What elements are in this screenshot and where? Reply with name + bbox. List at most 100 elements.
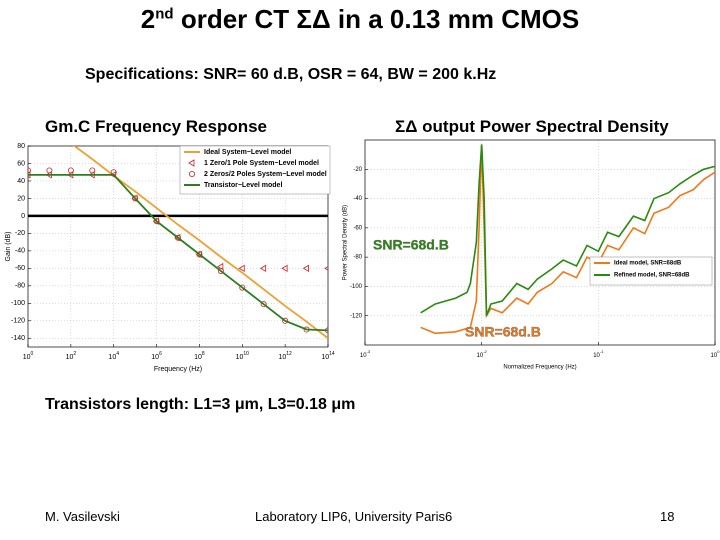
tick-exponent: 8 — [202, 351, 205, 357]
tick-exponent: -2 — [483, 349, 487, 354]
legend-label: Refined model, SNR=68dB — [614, 273, 690, 279]
circle-marker — [282, 317, 289, 324]
y-tick-label: 0 — [21, 213, 25, 220]
tick-exponent: 4 — [116, 351, 119, 357]
legend-box — [589, 256, 713, 286]
tick-exponent: 2 — [73, 351, 76, 357]
tick-base: 10 — [108, 354, 116, 361]
y-tick-label: -60 — [15, 265, 25, 272]
x-tick-label: 10-1 — [593, 349, 604, 359]
series-line — [28, 173, 328, 332]
circle-marker — [132, 195, 139, 202]
tick-base: 10 — [278, 354, 286, 361]
legend-label: Transistor−Level model — [204, 182, 282, 189]
y-tick-label: 20 — [17, 195, 25, 202]
chart: -20-40-60-80-100-12010-310-210-1100Norma… — [343, 139, 720, 371]
triangle-marker — [109, 171, 117, 179]
triangle-marker — [259, 264, 267, 273]
circle-marker — [174, 234, 181, 241]
legend-label: Ideal System−Level model — [204, 149, 291, 156]
x-tick-label: 1010 — [236, 351, 250, 361]
series-line — [420, 144, 715, 335]
tick-base: 10 — [321, 354, 329, 361]
x-axis-label: Normalized Frequency (Hz) — [503, 365, 576, 371]
y-tick-label: -60 — [353, 225, 362, 231]
x-tick-label: 102 — [66, 351, 77, 361]
circle-marker — [196, 251, 203, 258]
tick-base: 10 — [360, 353, 367, 359]
page-number: 18 — [660, 509, 675, 524]
tick-base: 10 — [477, 353, 484, 359]
tick-base: 10 — [236, 354, 244, 361]
legend-label: 2 Zeros/2 Poles System−Level model — [204, 171, 327, 178]
legend-label: Ideal model, SNR=68dB — [614, 261, 682, 267]
chart-title: ΣΔ output Power Spectral Density — [395, 117, 669, 136]
footer-affiliation: Laboratory LIP6, University Paris6 — [255, 509, 453, 524]
x-tick-label: 100 — [711, 349, 720, 359]
plot-frame — [364, 139, 716, 346]
y-tick-label: -40 — [353, 196, 362, 202]
tick-base: 10 — [593, 353, 600, 359]
title-suffix: nd — [155, 5, 174, 23]
note: Transistors length: L1=3 μm, L3=0.18 μm — [45, 396, 356, 413]
x-tick-label: 1014 — [321, 351, 335, 361]
y-tick-label: -140 — [11, 335, 25, 342]
legend-swatch — [188, 170, 195, 177]
chart-title: Gm.C Frequency Response — [45, 117, 268, 136]
circle-marker — [46, 167, 53, 174]
circle-marker — [89, 167, 96, 174]
legend-label: 1 Zero/1 Pole System−Level model — [204, 160, 319, 167]
specifications: Specifications: SNR= 60 d.B, OSR = 64, B… — [85, 66, 497, 83]
circle-marker — [67, 167, 74, 174]
tick-exponent: 12 — [286, 351, 292, 357]
plot-frame — [27, 145, 329, 348]
y-tick-label: -100 — [11, 300, 25, 307]
circle-marker — [217, 267, 224, 274]
plot-layer — [420, 144, 715, 335]
y-tick-label: 40 — [17, 178, 25, 185]
tick-exponent: 14 — [329, 351, 335, 357]
triangle-marker — [281, 264, 288, 273]
tick-base: 10 — [711, 353, 718, 359]
x-tick-label: 104 — [108, 351, 119, 361]
tick-exponent: -1 — [600, 349, 604, 354]
title-text: order CT ΣΔ in a 0.13 mm CMOS — [180, 4, 580, 34]
tick-base: 10 — [23, 354, 31, 361]
triangle-marker — [324, 266, 328, 271]
x-tick-label: 10-2 — [477, 349, 488, 359]
y-tick-label: -20 — [15, 230, 25, 237]
legend-box — [179, 145, 331, 195]
tick-base: 10 — [194, 354, 202, 361]
triangle-marker — [302, 264, 309, 273]
plot-layer — [28, 146, 328, 339]
annotation: SNR=68d.B — [465, 324, 541, 340]
y-tick-label: -120 — [11, 318, 25, 325]
annotation: SNR=68d.B — [373, 237, 449, 253]
tick-exponent: 6 — [159, 351, 162, 357]
slide-title: 2nd order CT ΣΔ in a 0.13 mm CMOS — [0, 4, 720, 35]
y-tick-label: -100 — [350, 284, 363, 290]
title-number: 2 — [140, 4, 156, 34]
y-tick-label: 80 — [17, 143, 25, 150]
tick-exponent: -3 — [367, 349, 371, 354]
circle-marker — [153, 218, 160, 225]
y-tick-label: -80 — [353, 255, 362, 261]
y-axis-label: Power Spectral Density (dB) — [343, 205, 349, 280]
y-axis-label: Gain (dB) — [5, 232, 12, 262]
x-tick-label: 106 — [151, 351, 162, 361]
tick-exponent: 0 — [31, 351, 34, 357]
x-tick-label: 10-3 — [360, 349, 371, 359]
tick-base: 10 — [66, 354, 74, 361]
x-axis-label: Frequency (Hz) — [154, 366, 202, 373]
circle-marker — [239, 284, 246, 291]
tick-base: 10 — [151, 354, 159, 361]
circle-marker — [28, 167, 31, 174]
y-tick-label: -20 — [353, 167, 362, 173]
series-line — [420, 144, 715, 316]
x-tick-label: 1012 — [278, 351, 292, 361]
tick-exponent: 10 — [243, 351, 249, 357]
circle-marker — [260, 301, 267, 308]
y-tick-label: -80 — [15, 283, 25, 290]
x-tick-label: 108 — [194, 351, 205, 361]
